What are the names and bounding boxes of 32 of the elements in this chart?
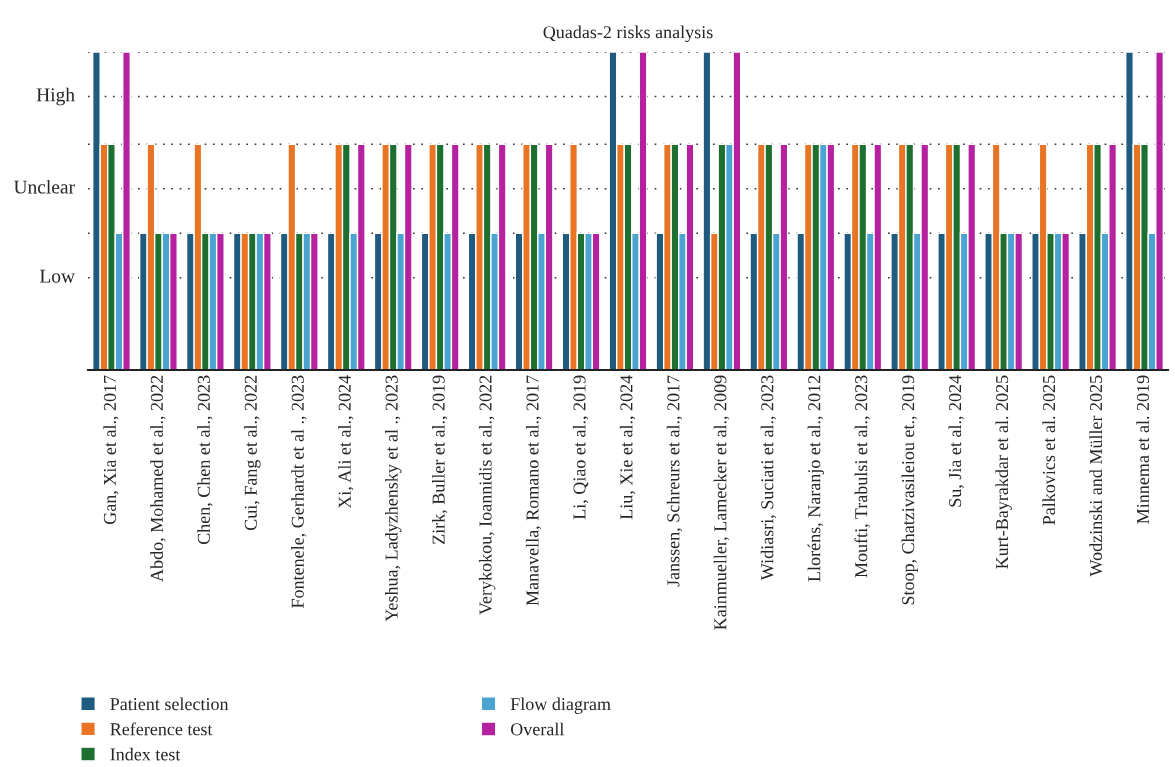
x-tick-label: Kurt-Bayrakdar et al. 2025 [995, 375, 1012, 569]
x-tick-label: Palkovics et al. 2025 [1042, 375, 1056, 525]
x-tick-label: Manavella, Romano et al., 2017 [525, 375, 542, 606]
x-tick-label: Zirk, Buller et al., 2019 [431, 375, 448, 544]
ref-line-label: High [36, 87, 75, 106]
legend-label: Patient selection [110, 697, 229, 711]
x-tick-label: Verykokou, Ioannidis et al., 2022 [478, 375, 496, 615]
x-tick-label: Stoop, Chatzivasileiou et., 2019 [901, 375, 918, 605]
legend-label: Index test [110, 747, 181, 761]
x-tick-label: Lloréns, Naranjo et al., 2012 [807, 375, 825, 582]
x-tick-label: Cui, Fang et al., 2022 [244, 375, 261, 531]
legend-label: Overall [510, 722, 564, 736]
x-tick-label: Minnema et al. 2019 [1136, 375, 1150, 524]
x-tick-label: Yeshua, Ladyzhensky et al ., 2023 [385, 375, 402, 622]
x-tick-label: Gan, Xia et al., 2017 [103, 375, 119, 525]
x-tick-label: Li, Qiao et al., 2019 [572, 375, 589, 520]
x-tick-label: Chen, Chen et al., 2023 [197, 375, 213, 545]
ref-line-label: Unclear [13, 179, 75, 194]
x-tick-label: Abdo, Mohamed et al., 2022 [150, 375, 166, 582]
x-tick-label: Kainmueller, Lamecker et al., 2009 [713, 375, 730, 630]
x-tick-label: Janssen, Schreurs et al., 2017 [666, 375, 683, 587]
x-tick-label: Xi, Ali et al., 2024 [338, 375, 354, 509]
legend-label: Flow diagram [510, 697, 611, 714]
x-tick-label: Liu, Xie et al., 2024 [619, 375, 636, 520]
ref-line-label: Low [39, 269, 75, 283]
legend-label: Reference test [110, 722, 213, 736]
chart-title: Quadas-2 risks analysis [543, 25, 713, 43]
x-tick-label: Su, Jia et al., 2024 [948, 375, 964, 507]
x-tick-label: Widiasri, Suciati et al., 2023 [760, 375, 776, 581]
x-tick-label: Wodzinski and Müller 2025 [1089, 375, 1103, 577]
x-tick-label: Moufti, Trabulsi et al., 2023 [854, 375, 870, 578]
x-tick-label: Fontenele, Gerhardt et al ., 2023 [291, 375, 307, 608]
